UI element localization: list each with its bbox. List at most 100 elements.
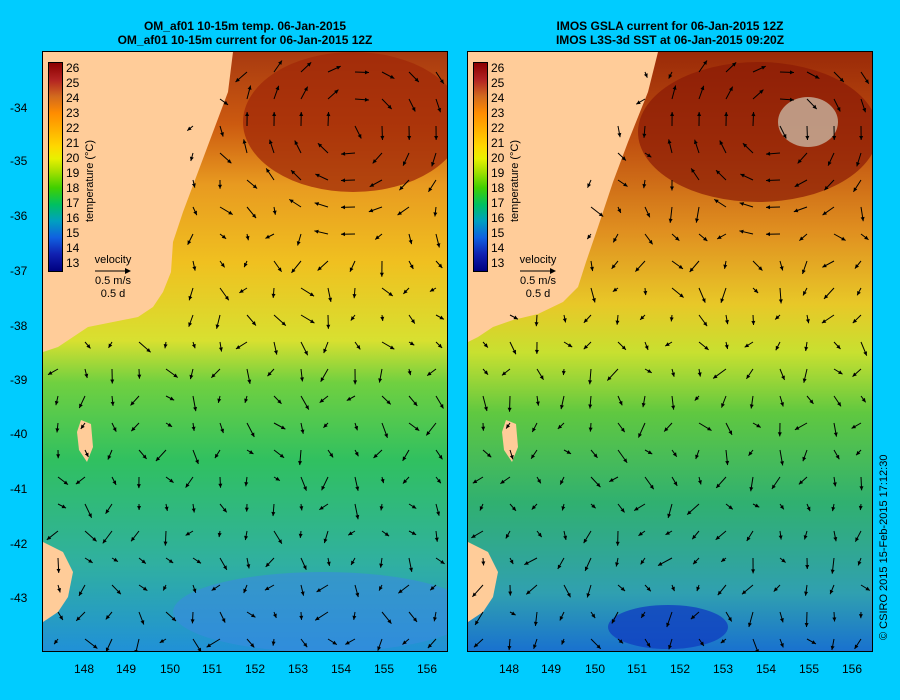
current-arrow-head (277, 399, 282, 404)
current-arrow-head (155, 456, 161, 462)
current-arrow-head (789, 70, 794, 75)
current-arrow-head (751, 112, 756, 117)
current-arrow-head (437, 107, 442, 113)
current-arrow-head (678, 264, 683, 269)
current-arrow-head (700, 85, 705, 91)
current-arrow-head (533, 644, 537, 649)
current-arrow-head (607, 376, 612, 381)
current-arrow-head (163, 586, 167, 591)
current-arrow-head (507, 407, 512, 412)
current-arrow-head (317, 143, 323, 148)
current-arrow-head (438, 263, 443, 268)
current-arrow-head (323, 423, 328, 428)
current-arrow-head (587, 234, 592, 240)
current-arrow-head (638, 531, 643, 536)
right-map-panel[interactable] (467, 51, 873, 652)
current-arrow-head (472, 592, 477, 597)
current-arrow-head (824, 185, 829, 191)
current-arrow-head (716, 483, 721, 488)
current-arrow-head (634, 506, 639, 511)
current-arrow-head (251, 321, 256, 326)
current-arrow-head (854, 264, 860, 269)
current-arrow-head (475, 620, 479, 625)
current-arrow-head (334, 89, 339, 94)
current-arrow-head (110, 401, 115, 406)
current-arrow-head (781, 375, 785, 380)
current-arrow-head (352, 615, 357, 620)
current-arrow-head (273, 613, 277, 618)
current-arrow-head (267, 371, 272, 377)
current-arrow-head (221, 618, 226, 623)
current-arrow-head (354, 451, 359, 457)
current-arrow-head (749, 404, 754, 409)
current-arrow-head (832, 482, 837, 487)
current-arrow-head (88, 513, 92, 518)
left-ytick: -38 (10, 319, 28, 333)
current-arrow-head (402, 456, 407, 461)
current-arrow-head (473, 643, 479, 648)
current-arrow-head (439, 404, 444, 409)
current-arrow-head (755, 649, 759, 651)
left-ytick: -41 (10, 482, 28, 496)
current-arrow-head (355, 486, 360, 491)
current-arrow-head (731, 62, 737, 67)
left-ytick: -37 (10, 264, 28, 278)
current-arrow-head (741, 590, 747, 595)
current-arrow-head (673, 481, 678, 486)
current-arrow-head (388, 291, 393, 296)
current-arrow-head (511, 611, 516, 616)
current-arrow-head (191, 426, 196, 431)
current-arrow-head (588, 404, 593, 409)
current-arrow-head (649, 484, 654, 490)
left-tasmania-coast (43, 542, 73, 622)
right-xtick: 153 (712, 662, 734, 676)
current-arrow-head (798, 480, 804, 485)
right-land (468, 52, 658, 342)
current-arrow-head (168, 559, 174, 564)
current-arrow-head (140, 620, 145, 625)
current-arrow-head (76, 616, 81, 621)
current-arrow-head (539, 375, 544, 380)
current-arrow-head (185, 483, 190, 488)
current-arrow-head (777, 432, 782, 437)
current-arrow-head (439, 79, 444, 84)
current-arrow-head (379, 563, 384, 568)
current-arrow-head (436, 511, 441, 516)
current-arrow-head (211, 373, 216, 378)
right-velocity-legend: velocity 0.5 m/s 0.5 d (513, 254, 563, 301)
current-arrow-head (434, 537, 439, 542)
current-arrow-head (566, 592, 571, 598)
current-arrow-head (399, 185, 404, 191)
current-arrow-head (623, 458, 628, 463)
current-arrow-head (86, 344, 91, 349)
current-arrow-head (471, 534, 476, 538)
current-arrow-head (665, 342, 670, 347)
current-arrow-head (102, 538, 107, 544)
left-cbar-tick: 13 (66, 256, 80, 270)
current-arrow-head (116, 589, 121, 595)
right-xtick: 148 (498, 662, 520, 676)
current-arrow-head (725, 460, 730, 466)
current-arrow-head (271, 293, 276, 298)
current-arrow-head (667, 139, 672, 144)
current-arrow-head (561, 640, 566, 645)
current-arrow-head (146, 348, 151, 353)
current-arrow-head (821, 319, 827, 324)
current-arrow-head (703, 236, 708, 241)
current-arrow-head (217, 532, 222, 538)
current-arrow-head (854, 644, 859, 649)
current-arrow-head (142, 586, 148, 591)
current-arrow-head (811, 640, 816, 644)
left-cool-patch (173, 572, 447, 651)
current-arrow-head (671, 586, 675, 592)
left-map-panel[interactable] (42, 51, 448, 652)
current-arrow-head (716, 170, 721, 175)
current-arrow-head (612, 287, 618, 292)
current-arrow-head (508, 591, 513, 596)
velocity-scale: 0.5 m/s (519, 275, 557, 287)
current-arrow-head (841, 236, 846, 241)
current-arrow-head (669, 317, 674, 322)
current-arrow-head (277, 267, 282, 272)
right-xtick: 149 (540, 662, 562, 676)
current-arrow-head (272, 112, 277, 117)
